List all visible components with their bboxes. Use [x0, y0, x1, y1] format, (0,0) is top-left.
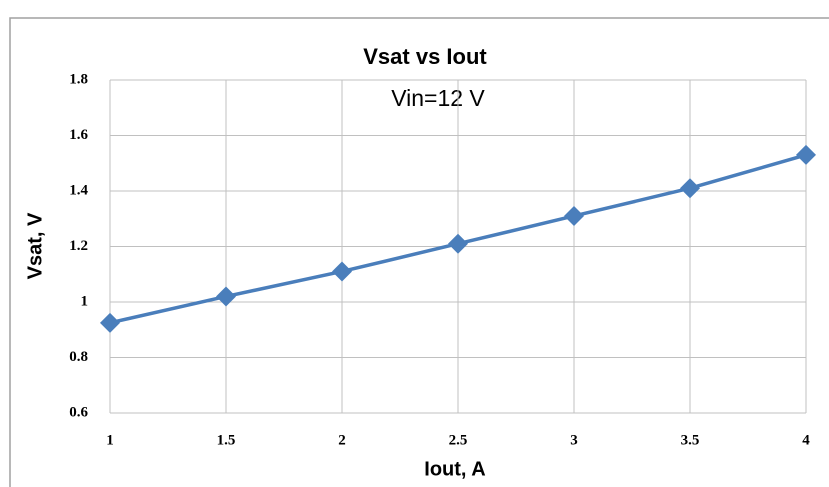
y-tick-label: 1.8	[69, 71, 88, 87]
data-point	[332, 261, 352, 282]
x-tick-label: 1	[106, 432, 114, 448]
chart-title: Vsat vs Iout	[363, 44, 487, 69]
x-tick-label: 1.5	[217, 432, 236, 448]
y-tick-label: 1.2	[69, 238, 88, 254]
y-tick-label: 1.6	[69, 127, 88, 143]
data-point	[216, 286, 236, 307]
data-point	[680, 178, 700, 199]
y-axis-label: Vsat, V	[24, 212, 46, 279]
x-tick-label: 3.5	[681, 432, 700, 448]
x-tick-label: 3	[570, 432, 578, 448]
y-tick-label: 1.4	[69, 182, 88, 198]
data-point	[564, 205, 584, 226]
y-tick-label: 0.6	[69, 404, 88, 420]
x-tick-label: 2.5	[449, 432, 468, 448]
x-axis-label: Iout, A	[424, 458, 485, 480]
data-point	[448, 233, 468, 254]
chart-subtitle: Vin=12 V	[391, 85, 485, 111]
data-point	[796, 144, 816, 165]
x-tick-label: 4	[802, 432, 810, 448]
y-tick-label: 1	[81, 293, 89, 309]
x-tick-label: 2	[338, 432, 346, 448]
y-tick-label: 0.8	[69, 349, 88, 365]
data-point	[100, 312, 120, 333]
